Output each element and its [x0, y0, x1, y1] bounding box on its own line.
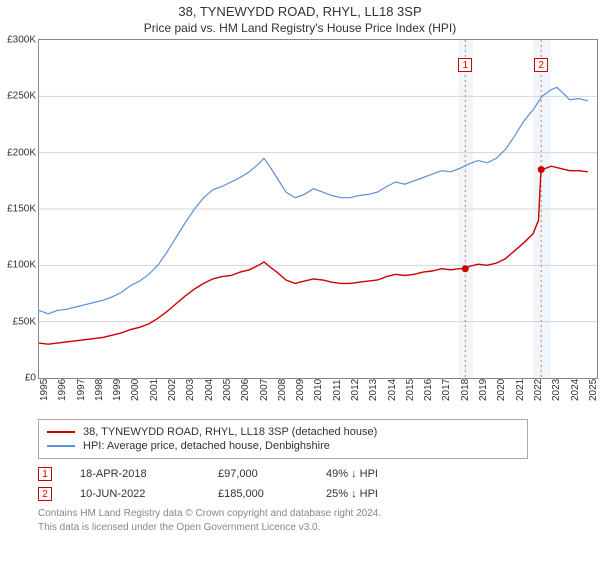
- footer-attribution: Contains HM Land Registry data © Crown c…: [38, 507, 600, 534]
- sales-table: 1 18-APR-2018 £97,000 49% ↓ HPI 2 10-JUN…: [38, 467, 578, 501]
- legend-item: HPI: Average price, detached house, Denb…: [47, 440, 519, 452]
- x-axis-labels: 1995199619971998199920002001200220032004…: [38, 379, 598, 415]
- legend-item: 38, TYNEWYDD ROAD, RHYL, LL18 3SP (detac…: [47, 426, 519, 438]
- sale-hpi-delta: 49% ↓ HPI: [326, 468, 378, 480]
- chart-plot-area: 12: [38, 39, 598, 379]
- sale-marker-icon: 1: [38, 467, 52, 481]
- sale-date: 10-JUN-2022: [80, 488, 190, 500]
- legend-swatch-icon: [47, 445, 75, 447]
- chart-svg: [39, 40, 597, 378]
- sale-marker-icon: 2: [38, 487, 52, 501]
- legend-swatch-icon: [47, 431, 75, 433]
- chart-subtitle: Price paid vs. HM Land Registry's House …: [0, 21, 600, 35]
- sale-price: £97,000: [218, 468, 298, 480]
- chart-marker-icon: 1: [458, 58, 472, 72]
- table-row: 2 10-JUN-2022 £185,000 25% ↓ HPI: [38, 487, 578, 501]
- footer-line: This data is licensed under the Open Gov…: [38, 521, 600, 535]
- legend-box: 38, TYNEWYDD ROAD, RHYL, LL18 3SP (detac…: [38, 419, 528, 459]
- sale-price: £185,000: [218, 488, 298, 500]
- sale-date: 18-APR-2018: [80, 468, 190, 480]
- chart-title: 38, TYNEWYDD ROAD, RHYL, LL18 3SP: [0, 4, 600, 19]
- table-row: 1 18-APR-2018 £97,000 49% ↓ HPI: [38, 467, 578, 481]
- legend-label: HPI: Average price, detached house, Denb…: [83, 440, 330, 452]
- sale-hpi-delta: 25% ↓ HPI: [326, 488, 378, 500]
- legend-label: 38, TYNEWYDD ROAD, RHYL, LL18 3SP (detac…: [83, 426, 377, 438]
- footer-line: Contains HM Land Registry data © Crown c…: [38, 507, 600, 521]
- chart-marker-icon: 2: [534, 58, 548, 72]
